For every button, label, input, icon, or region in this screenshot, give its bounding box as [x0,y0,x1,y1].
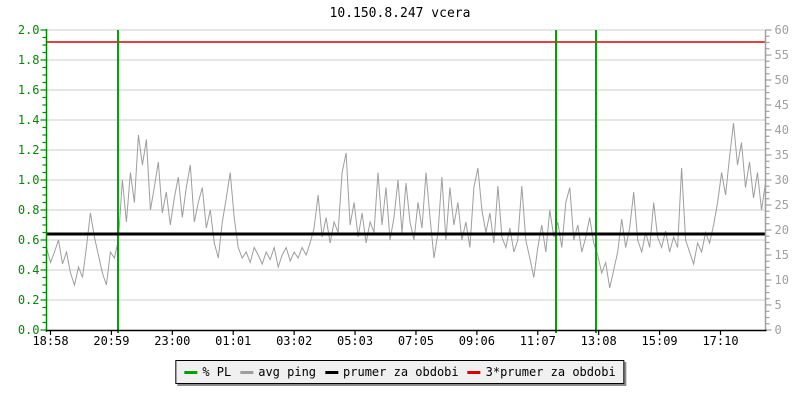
left-axis-label: 1.6 [18,83,40,97]
x-axis-label: 01:01 [215,334,251,348]
x-axis-label: 03:02 [276,334,312,348]
x-axis-label: 17:10 [702,334,738,348]
left-axis-label: 1.2 [18,143,40,157]
chart-title: 10.150.8.247 vcera [329,6,471,21]
right-axis-label: 30 [775,173,789,187]
legend-label-avg-ping: avg ping [258,365,317,379]
right-axis-label: 15 [775,248,789,262]
x-axis-label: 07:05 [398,334,434,348]
left-axis-label: 0.2 [18,293,40,307]
mean-line-swatch [325,370,339,374]
legend-item-mean: prumer za obdobi [325,365,459,379]
legend-label-mean: prumer za obdobi [343,365,459,379]
left-axis-label: 1.8 [18,53,40,67]
chart-legend: % PL avg ping prumer za obdobi 3*prumer … [175,360,625,384]
legend-item-pl: % PL [184,365,231,379]
legend-label-pl: % PL [202,365,232,379]
left-axis-label: 0.4 [18,263,40,277]
right-axis-label: 45 [775,98,789,112]
x-axis-label: 23:00 [154,334,190,348]
right-axis-label: 55 [775,48,789,62]
right-axis-label: 0 [775,323,782,337]
left-axis-label: 1.4 [18,113,40,127]
right-axis-label: 25 [775,198,789,212]
left-axis-label: 0.8 [18,203,40,217]
right-axis-label: 20 [775,223,789,237]
left-axis-label: 0.6 [18,233,40,247]
right-axis-label: 35 [775,148,789,162]
chart-plot-area: 0.0 0.2 0.4 0.6 0.8 1.0 1.2 1.4 1.6 1.8 2.0 0 5 10 15 2… [18,23,789,348]
legend-label-3x-mean: 3*prumer za obdobi [485,365,616,379]
right-axis-label: 5 [775,298,782,312]
x-axis-label: 09:06 [459,334,495,348]
right-axis-label: 60 [775,23,789,37]
left-axis-label: 1.0 [18,173,40,187]
left-axis-label: 0.0 [18,323,40,337]
legend-item-avg-ping: avg ping [240,365,316,379]
avg-ping-line-swatch [240,370,254,374]
right-axis-label: 10 [775,273,789,287]
x-axis-label: 11:07 [520,334,556,348]
avg-ping-line [46,122,766,289]
legend-item-3x-mean: 3*prumer za obdobi [467,365,616,379]
threshold-line-swatch [467,370,481,374]
right-axis-label: 40 [775,123,789,137]
x-axis-label: 15:09 [642,334,678,348]
right-axis-label: 50 [775,73,789,87]
x-axis-label: 20:59 [93,334,129,348]
pl-line-swatch [184,370,198,374]
x-axis-label: 05:03 [337,334,373,348]
x-axis-label: 18:58 [32,334,68,348]
x-axis-label: 13:08 [581,334,617,348]
left-axis-label: 2.0 [18,23,40,37]
